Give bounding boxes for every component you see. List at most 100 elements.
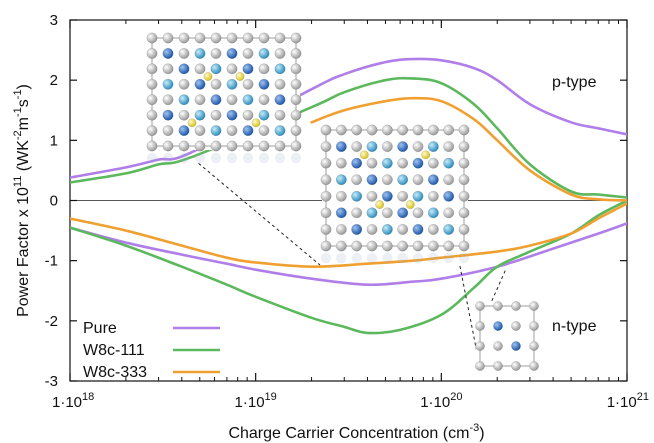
gray-atom <box>210 140 222 152</box>
lightblue-atom <box>427 141 439 152</box>
yellow-atom <box>359 150 369 160</box>
legend-label-w8c-111: W8c-111 <box>83 342 145 359</box>
lightblue-atom <box>397 174 409 186</box>
lightblue-atom <box>178 94 190 106</box>
gray-atom <box>335 124 347 136</box>
gray-atom <box>290 94 302 106</box>
reflection-atom <box>162 152 174 164</box>
inset-pointer-large <box>198 162 321 266</box>
series-line-pure-n-type <box>70 222 627 287</box>
blue-atom <box>242 63 254 75</box>
small-supercell-inset-cell-box <box>479 305 535 367</box>
gray-atom <box>381 174 393 186</box>
blue-atom <box>226 48 238 59</box>
y-axis-title: Power Factor x 1011 (WK-2m-1s-1) <box>12 84 32 317</box>
gray-atom <box>226 32 238 44</box>
series-line-w8c-111-n-type <box>70 199 627 335</box>
gray-atom <box>320 124 332 136</box>
gray-atom <box>443 141 455 152</box>
gray-atom <box>274 140 286 152</box>
gray-atom <box>381 141 393 152</box>
gray-atom <box>412 240 424 252</box>
gray-atom <box>366 190 378 202</box>
gray-atom <box>397 224 409 235</box>
gray-atom <box>475 301 485 311</box>
lightblue-atom <box>258 109 270 121</box>
gray-atom <box>162 94 174 106</box>
lightblue-atom <box>427 207 439 219</box>
p-type-label: p-type <box>552 74 597 91</box>
gray-atom <box>290 63 302 75</box>
labels-layer: p-type n-type <box>552 74 597 335</box>
reflection-atom <box>178 152 190 164</box>
gray-atom <box>290 32 302 44</box>
gray-atom <box>258 63 270 75</box>
reflection-atom <box>258 152 270 164</box>
gray-atom <box>458 141 470 152</box>
yellow-atom <box>187 118 197 128</box>
gray-atom <box>194 63 206 75</box>
medium-supercell-inset-reflection <box>320 252 470 264</box>
blue-atom <box>412 157 424 169</box>
blue-atom <box>427 174 439 186</box>
blue-atom <box>397 141 409 152</box>
gray-atom <box>335 157 347 169</box>
gray-atom <box>290 140 302 152</box>
gray-atom <box>258 94 270 106</box>
reflection-atom <box>458 252 470 264</box>
gray-atom <box>397 157 409 169</box>
yellow-atom <box>375 200 385 209</box>
y-tick-label: -2 <box>45 313 58 330</box>
y-tick-label: 3 <box>50 12 58 29</box>
y-tick-label: 2 <box>50 72 58 89</box>
x-tick-label: 1·1019 <box>235 391 277 411</box>
yellow-atom <box>235 72 245 81</box>
insets-layer <box>146 32 539 371</box>
gray-atom <box>320 224 332 235</box>
lightblue-atom <box>162 78 174 90</box>
gray-atom <box>351 124 363 136</box>
gray-atom <box>320 240 332 252</box>
gray-atom <box>274 48 286 59</box>
gray-atom <box>320 190 332 202</box>
blue-atom <box>274 94 286 106</box>
gray-atom <box>162 63 174 75</box>
gray-atom <box>443 240 455 252</box>
gray-atom <box>458 190 470 202</box>
gray-atom <box>162 125 174 136</box>
blue-atom <box>335 141 347 152</box>
blue-atom <box>242 125 254 136</box>
inset-pointer-medium <box>489 270 506 306</box>
gray-atom <box>210 78 222 90</box>
gray-atom <box>475 361 485 371</box>
yellow-atom <box>405 200 415 209</box>
medium-supercell-inset <box>320 124 470 264</box>
blue-atom <box>178 63 190 75</box>
blue-atom <box>366 174 378 186</box>
lightblue-atom <box>274 63 286 75</box>
blue-atom <box>258 78 270 90</box>
blue-atom <box>351 157 363 169</box>
gray-atom <box>194 94 206 106</box>
gray-atom <box>226 63 238 75</box>
reflection-atom <box>274 152 286 164</box>
gray-atom <box>146 109 158 121</box>
y-tick-label: -3 <box>45 373 58 390</box>
gray-atom <box>443 174 455 186</box>
gray-atom <box>493 341 503 351</box>
gray-atom <box>290 125 302 136</box>
reflection-atom <box>351 252 362 264</box>
gray-atom <box>242 32 254 44</box>
series-line-w8c-333-n-type <box>70 202 627 269</box>
gray-atom <box>320 157 332 169</box>
lightblue-atom <box>366 207 378 219</box>
gray-atom <box>242 48 254 59</box>
gray-atom <box>458 207 470 219</box>
gray-atom <box>529 341 539 351</box>
gray-atom <box>146 32 158 44</box>
blue-atom <box>194 78 206 90</box>
gray-atom <box>274 78 286 90</box>
large-supercell-inset-reflection <box>146 152 302 164</box>
gray-atom <box>242 140 254 152</box>
lightblue-atom <box>443 224 455 235</box>
